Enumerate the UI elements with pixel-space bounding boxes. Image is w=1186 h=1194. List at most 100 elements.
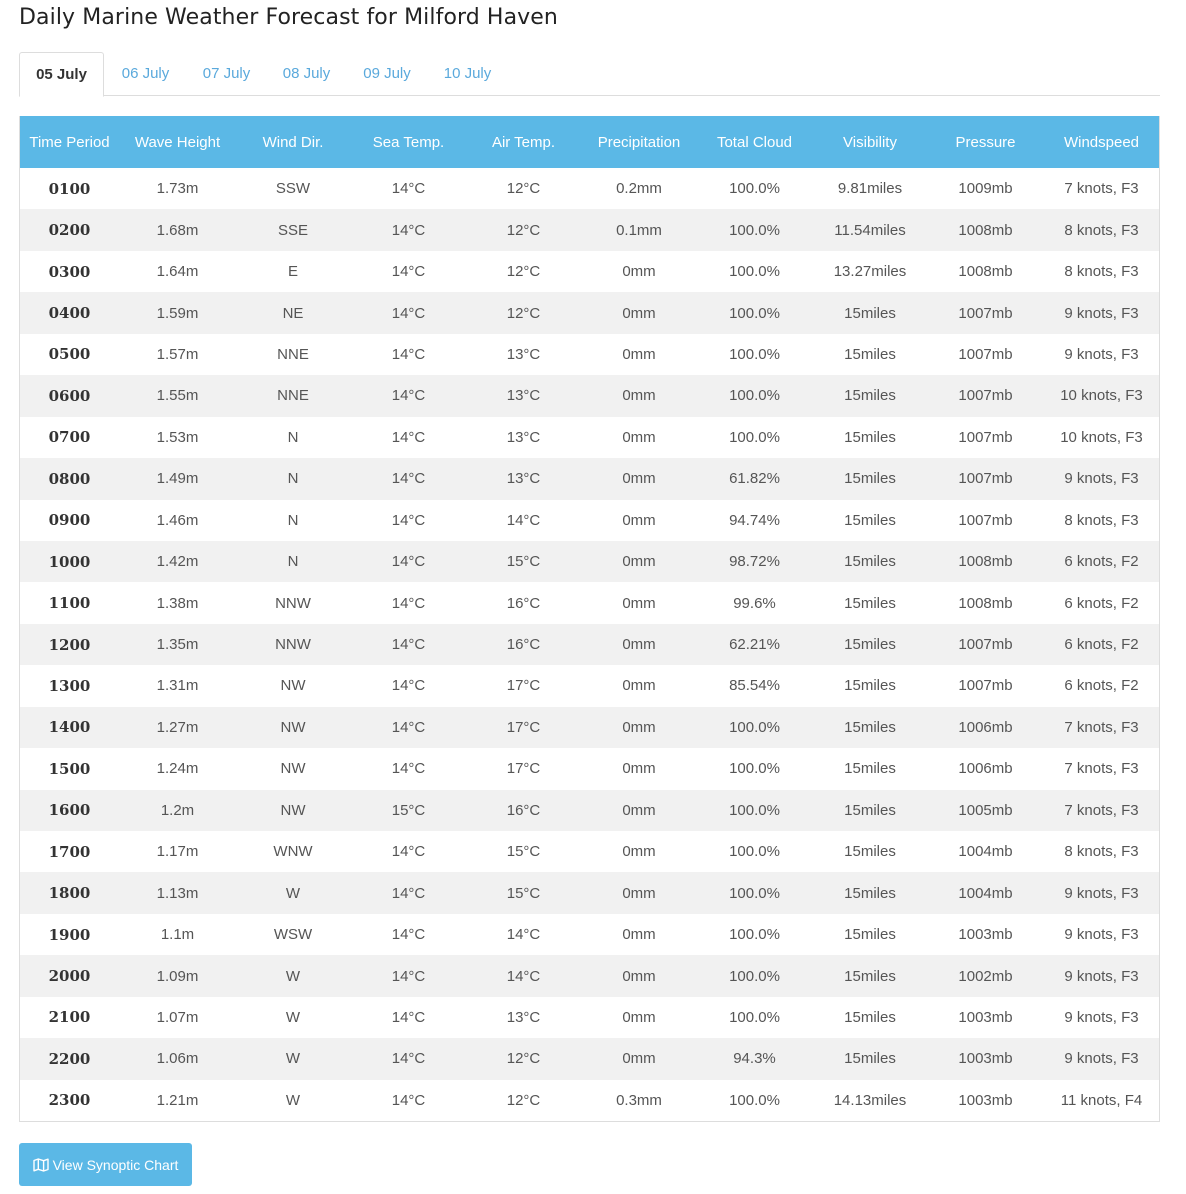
pressure-cell: 1006mb <box>928 706 1043 749</box>
air-temp-cell: 14°C <box>466 955 581 997</box>
wind-dir-cell: W <box>235 1079 351 1122</box>
total-cloud-cell: 94.74% <box>697 499 812 541</box>
precipitation-cell: 0mm <box>581 955 697 997</box>
windspeed-cell: 8 knots, F3 <box>1043 250 1160 293</box>
tab-09-july[interactable]: 09 July <box>363 65 411 82</box>
air-temp-cell: 17°C <box>466 665 581 707</box>
air-temp-cell: 16°C <box>466 623 581 666</box>
time-period-cell: 0600 <box>19 375 120 417</box>
visibility-cell: 14.13miles <box>812 1079 928 1122</box>
wind-dir-cell: SSE <box>235 209 351 251</box>
total-cloud-cell: 100.0% <box>697 831 812 873</box>
precipitation-cell: 0mm <box>581 789 697 831</box>
windspeed-cell: 6 knots, F2 <box>1043 582 1160 624</box>
air-temp-cell: 17°C <box>466 706 581 749</box>
visibility-cell: 15miles <box>812 458 928 500</box>
wind-dir-cell: SSW <box>235 168 351 210</box>
pressure-cell: 1007mb <box>928 292 1043 334</box>
precipitation-cell: 0mm <box>581 913 697 956</box>
wind-dir-cell: NW <box>235 665 351 707</box>
windspeed-cell: 9 knots, F3 <box>1043 458 1160 500</box>
wind-dir-cell: NNE <box>235 333 351 376</box>
precipitation-cell: 0mm <box>581 623 697 666</box>
time-period-cell: 1200 <box>19 623 120 666</box>
wave-height-cell: 1.46m <box>120 499 235 541</box>
time-period-cell: 2000 <box>19 955 120 997</box>
column-header-total-cloud: Total Cloud <box>697 116 812 168</box>
visibility-cell: 15miles <box>812 333 928 376</box>
time-period-cell: 2300 <box>19 1079 120 1122</box>
precipitation-cell: 0mm <box>581 540 697 583</box>
pressure-cell: 1004mb <box>928 872 1043 914</box>
wind-dir-cell: N <box>235 416 351 459</box>
sea-temp-cell: 14°C <box>351 458 466 500</box>
wave-height-cell: 1.31m <box>120 665 235 707</box>
time-period-cell: 0800 <box>19 458 120 500</box>
tab-10-july[interactable]: 10 July <box>443 65 492 82</box>
pressure-cell: 1007mb <box>928 375 1043 417</box>
wave-height-cell: 1.64m <box>120 250 235 293</box>
wind-dir-cell: NW <box>235 748 351 790</box>
air-temp-cell: 15°C <box>466 540 581 583</box>
wave-height-cell: 1.06m <box>120 1038 235 1080</box>
view-synoptic-chart-button[interactable]: View Synoptic Chart <box>19 1143 192 1186</box>
wind-dir-cell: N <box>235 499 351 541</box>
column-header-time-period: Time Period <box>19 116 120 168</box>
page-title: Daily Marine Weather Forecast for Milfor… <box>19 5 558 30</box>
wind-dir-cell: E <box>235 250 351 293</box>
wave-height-cell: 1.13m <box>120 872 235 914</box>
wave-height-cell: 1.27m <box>120 706 235 749</box>
visibility-cell: 15miles <box>812 499 928 541</box>
precipitation-cell: 0mm <box>581 1038 697 1080</box>
sea-temp-cell: 14°C <box>351 540 466 583</box>
sea-temp-cell: 14°C <box>351 250 466 293</box>
table-row: 1300 1.31m NW 14°C 17°C 0mm 85.54% 15miles 1007m… <box>19 665 1160 707</box>
column-header-visibility: Visibility <box>812 116 928 168</box>
windspeed-cell: 9 knots, F3 <box>1043 955 1160 997</box>
precipitation-cell: 0.2mm <box>581 168 697 210</box>
time-period-cell: 0300 <box>19 250 120 293</box>
time-period-cell: 1600 <box>19 789 120 831</box>
time-period-cell: 0700 <box>19 416 120 459</box>
air-temp-cell: 12°C <box>466 209 581 251</box>
map-icon <box>32 1157 49 1172</box>
table-row: 1000 1.42m N 14°C 15°C 0mm 98.72% 15miles 1008mb… <box>19 540 1160 583</box>
total-cloud-cell: 100.0% <box>697 209 812 251</box>
visibility-cell: 13.27miles <box>812 250 928 293</box>
air-temp-cell: 12°C <box>466 1038 581 1080</box>
table-row: 2100 1.07m W 14°C 13°C 0mm 100.0% 15miles 1003mb… <box>19 996 1160 1039</box>
sea-temp-cell: 14°C <box>351 831 466 873</box>
visibility-cell: 15miles <box>812 996 928 1039</box>
wind-dir-cell: NNW <box>235 582 351 624</box>
forecast-table: Time Period Wave Height Wind Dir. Sea Temp.… <box>19 116 1160 1122</box>
wind-dir-cell: W <box>235 955 351 997</box>
tab-07-july[interactable]: 07 July <box>202 65 251 82</box>
sea-temp-cell: 14°C <box>351 582 466 624</box>
precipitation-cell: 0mm <box>581 458 697 500</box>
tab-05-july[interactable]: 05 July <box>19 52 104 97</box>
wind-dir-cell: N <box>235 458 351 500</box>
pressure-cell: 1002mb <box>928 955 1043 997</box>
tab-08-july[interactable]: 08 July <box>282 65 331 82</box>
precipitation-cell: 0mm <box>581 872 697 914</box>
table-row: 1400 1.27m NW 14°C 17°C 0mm 100.0% 15miles 1006m… <box>19 706 1160 749</box>
air-temp-cell: 13°C <box>466 416 581 459</box>
sea-temp-cell: 14°C <box>351 375 466 417</box>
table-header-row: Time Period Wave Height Wind Dir. Sea Temp.… <box>19 116 1160 168</box>
table-row: 0200 1.68m SSE 14°C 12°C 0.1mm 100.0% 11.54mile… <box>19 209 1160 251</box>
air-temp-cell: 16°C <box>466 789 581 831</box>
pressure-cell: 1005mb <box>928 789 1043 831</box>
total-cloud-cell: 61.82% <box>697 458 812 500</box>
visibility-cell: 15miles <box>812 292 928 334</box>
table-row: 0400 1.59m NE 14°C 12°C 0mm 100.0% 15miles 1007m… <box>19 292 1160 334</box>
table-row: 0700 1.53m N 14°C 13°C 0mm 100.0% 15miles 1007mb… <box>19 416 1160 459</box>
column-header-pressure: Pressure <box>928 116 1043 168</box>
tab-06-july[interactable]: 06 July <box>121 65 170 82</box>
precipitation-cell: 0.1mm <box>581 209 697 251</box>
sea-temp-cell: 14°C <box>351 623 466 666</box>
table-row: 2300 1.21m W 14°C 12°C 0.3mm 100.0% 14.13miles 1… <box>19 1079 1160 1122</box>
view-synoptic-chart-label: View Synoptic Chart <box>52 1156 179 1173</box>
wave-height-cell: 1.09m <box>120 955 235 997</box>
wind-dir-cell: NE <box>235 292 351 334</box>
sea-temp-cell: 14°C <box>351 1038 466 1080</box>
